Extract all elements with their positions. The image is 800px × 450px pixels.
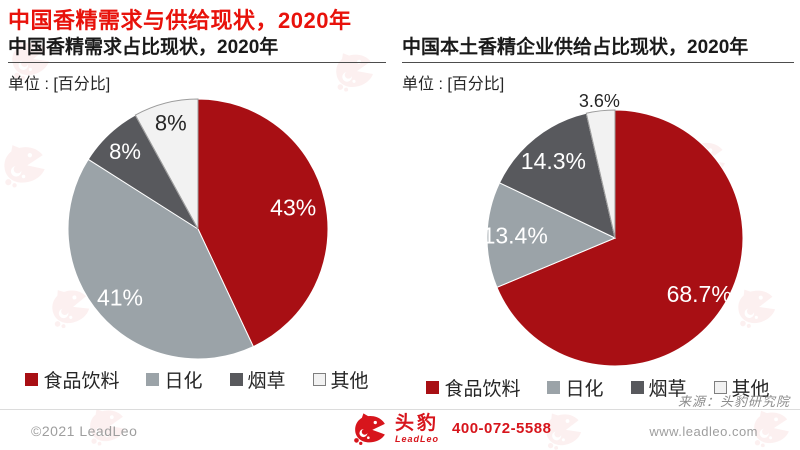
chart-section-demand: 中国香精需求占比现状，2020年 单位 : [百分比] 43% 41% 8% 8% 食… [8, 32, 386, 393]
pie-data-label: 43% [270, 195, 316, 221]
footer-divider [0, 409, 800, 410]
pie-data-label: 8% [109, 139, 141, 164]
unit-label: 单位 : [百分比] [8, 76, 111, 93]
legend-item-1: 日化 [547, 374, 604, 401]
legend-swatch-icon [229, 373, 243, 386]
brand-subname: LeadLeo [395, 433, 440, 444]
unit-label: 单位 : [百分比] [402, 76, 505, 93]
legend-label: 其他 [330, 371, 369, 392]
pie-slice-0 [197, 98, 329, 348]
legend-demand: 食品饮料 日化 烟草 其他 [8, 366, 386, 393]
chart-section-supply: 中国本土香精企业供给占比现状，2020年 单位 : [百分比] 68.7% 13.… [402, 32, 794, 401]
brand-phone: 400-072-5588 [452, 420, 552, 437]
legend-item-3: 其他 [713, 374, 770, 401]
legend-item-0: 食品饮料 [25, 366, 119, 393]
legend-item-1: 日化 [146, 366, 203, 393]
pie-slice-0 [496, 109, 744, 367]
legend-label: 日化 [565, 379, 604, 400]
legend-item-2: 烟草 [229, 366, 286, 393]
legend-swatch-icon [312, 373, 326, 386]
pie-slice-2 [498, 112, 616, 239]
chart-subtitle-demand: 中国香精需求占比现状，2020年 [8, 32, 386, 63]
legend-item-0: 食品饮料 [426, 374, 520, 401]
pie-data-label: 14.3% [521, 148, 586, 174]
legend-swatch-icon [25, 373, 39, 386]
leadleo-logo-icon [352, 412, 388, 445]
legend-swatch-icon [146, 373, 160, 386]
page-title: 中国香精需求与供给现状，2020年 [8, 8, 352, 33]
pie-data-label: 41% [97, 285, 143, 311]
pie-slice-3 [134, 98, 199, 230]
legend-label: 烟草 [648, 379, 687, 400]
pie-data-label: 13.4% [483, 222, 548, 248]
pie-chart-demand: 43% 41% 8% 8% [67, 98, 329, 360]
legend-swatch-icon [426, 381, 440, 394]
brand-text: 头豹 LeadLeo [395, 414, 439, 444]
legend-label: 其他 [731, 379, 770, 400]
legend-swatch-icon [630, 381, 644, 394]
pie-slice-3 [585, 109, 616, 239]
legend-item-2: 烟草 [630, 374, 687, 401]
pie-slice-1 [486, 182, 617, 289]
legend-label: 食品饮料 [444, 379, 521, 400]
website-text: www.leadleo.com [649, 424, 758, 439]
legend-label: 日化 [164, 371, 203, 392]
source-note: 来源：头豹研究院 [677, 394, 790, 409]
pie-data-label: 3.6% [579, 92, 620, 111]
legend-label: 食品饮料 [43, 371, 120, 392]
legend-item-3: 其他 [312, 366, 369, 393]
legend-label: 烟草 [247, 371, 286, 392]
legend-swatch-icon [713, 381, 727, 394]
pie-data-label: 8% [155, 111, 187, 136]
copyright-text: ©2021 LeadLeo [31, 423, 138, 439]
legend-supply: 食品饮料 日化 烟草 其他 [402, 374, 794, 401]
chart-subtitle-supply: 中国本土香精企业供给占比现状，2020年 [402, 32, 794, 63]
brand-name: 头豹 [395, 412, 440, 434]
pie-slice-1 [67, 158, 255, 360]
legend-swatch-icon [547, 381, 561, 394]
pie-chart-supply: 68.7% 13.4% 14.3% 3.6% [483, 92, 744, 367]
brand-block: 头豹 LeadLeo 400-072-5588 [352, 412, 551, 445]
pie-data-label: 68.7% [667, 281, 732, 307]
